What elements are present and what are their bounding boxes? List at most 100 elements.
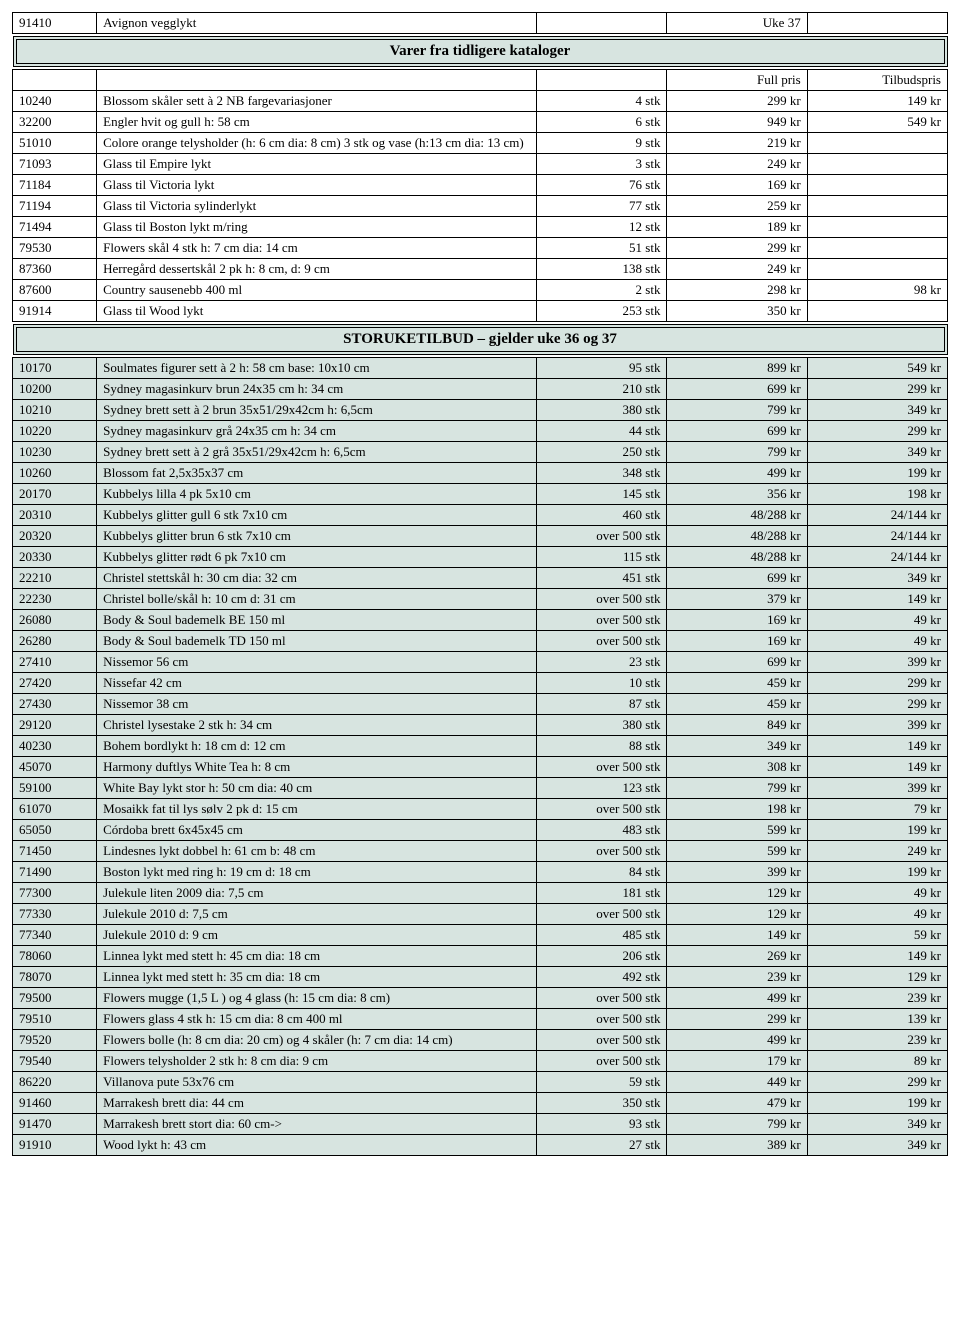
table-row: 78060Linnea lykt med stett h: 45 cm dia:… [13, 946, 948, 967]
cell-price: 459 kr [667, 673, 807, 694]
cell-id: 26280 [13, 631, 97, 652]
cell-price: 299 kr [667, 238, 807, 259]
cell-qty: over 500 stk [536, 757, 667, 778]
table-row: 77300Julekule liten 2009 dia: 7,5 cm181 … [13, 883, 948, 904]
cell-desc: Flowers skål 4 stk h: 7 cm dia: 14 cm [97, 238, 536, 259]
cell-offer [807, 196, 947, 217]
cell-id: 10230 [13, 442, 97, 463]
cell-offer: 349 kr [807, 1135, 947, 1156]
cell-blank [97, 70, 536, 91]
cell-id: 79520 [13, 1030, 97, 1051]
table-row: 26280Body & Soul bademelk TD 150 mlover … [13, 631, 948, 652]
cell-offer: 129 kr [807, 967, 947, 988]
cell-offer [807, 133, 947, 154]
cell-offer [807, 238, 947, 259]
cell-desc: Linnea lykt med stett h: 35 cm dia: 18 c… [97, 967, 536, 988]
label-offer-price: Tilbudspris [807, 70, 947, 91]
cell-price: 389 kr [667, 1135, 807, 1156]
cell-id: 10240 [13, 91, 97, 112]
cell-offer: 49 kr [807, 883, 947, 904]
cell-desc: Glass til Wood lykt [97, 301, 536, 322]
cell-desc: Kubbelys glitter rødt 6 pk 7x10 cm [97, 547, 536, 568]
cell-qty: 12 stk [536, 217, 667, 238]
cell-id: 71184 [13, 175, 97, 196]
cell-price: 149 kr [667, 925, 807, 946]
cell-id: 27420 [13, 673, 97, 694]
cell-qty: 115 stk [536, 547, 667, 568]
cell-price: 129 kr [667, 904, 807, 925]
table-row: 10170Soulmates figurer sett à 2 h: 58 cm… [13, 358, 948, 379]
table-row: 79510Flowers glass 4 stk h: 15 cm dia: 8… [13, 1009, 948, 1030]
cell-desc: Flowers bolle (h: 8 cm dia: 20 cm) og 4 … [97, 1030, 536, 1051]
cell-desc: Christel stettskål h: 30 cm dia: 32 cm [97, 568, 536, 589]
cell-desc: Sydney brett sett à 2 brun 35x51/29x42cm… [97, 400, 536, 421]
cell-id: 22230 [13, 589, 97, 610]
cell-price: 499 kr [667, 463, 807, 484]
cell-id: 20310 [13, 505, 97, 526]
cell-id: 20330 [13, 547, 97, 568]
table-row: 79540Flowers telysholder 2 stk h: 8 cm d… [13, 1051, 948, 1072]
cell-qty: 6 stk [536, 112, 667, 133]
cell-qty: 2 stk [536, 280, 667, 301]
cell-price: 599 kr [667, 820, 807, 841]
cell-price: Uke 37 [667, 13, 807, 34]
cell-qty: 460 stk [536, 505, 667, 526]
cell-qty: over 500 stk [536, 988, 667, 1009]
cell-qty: 348 stk [536, 463, 667, 484]
cell-desc: Julekule 2010 d: 9 cm [97, 925, 536, 946]
cell-desc: Flowers mugge (1,5 L ) og 4 glass (h: 15… [97, 988, 536, 1009]
cell-qty: over 500 stk [536, 1009, 667, 1030]
cell-desc: Body & Soul bademelk BE 150 ml [97, 610, 536, 631]
cell-id: 71093 [13, 154, 97, 175]
cell-id: 27410 [13, 652, 97, 673]
cell-desc: Christel lysestake 2 stk h: 34 cm [97, 715, 536, 736]
cell-price: 499 kr [667, 1030, 807, 1051]
cell-qty: 3 stk [536, 154, 667, 175]
cell-id: 10200 [13, 379, 97, 400]
cell-price: 179 kr [667, 1051, 807, 1072]
cell-desc: Linnea lykt med stett h: 45 cm dia: 18 c… [97, 946, 536, 967]
cell-id: 40230 [13, 736, 97, 757]
cell-offer: 549 kr [807, 358, 947, 379]
cell-offer: 299 kr [807, 421, 947, 442]
cell-qty: 93 stk [536, 1114, 667, 1135]
cell-desc: Kubbelys glitter brun 6 stk 7x10 cm [97, 526, 536, 547]
cell-id: 32200 [13, 112, 97, 133]
cell-offer [807, 217, 947, 238]
cell-price: 189 kr [667, 217, 807, 238]
table-row: 91914Glass til Wood lykt253 stk350 kr [13, 301, 948, 322]
cell-qty: 350 stk [536, 1093, 667, 1114]
table-row: 10200Sydney magasinkurv brun 24x35 cm h:… [13, 379, 948, 400]
cell-offer: 24/144 kr [807, 547, 947, 568]
table-row: 77330Julekule 2010 d: 7,5 cmover 500 stk… [13, 904, 948, 925]
cell-price: 699 kr [667, 652, 807, 673]
cell-desc: Julekule 2010 d: 7,5 cm [97, 904, 536, 925]
cell-qty: 145 stk [536, 484, 667, 505]
cell-offer: 98 kr [807, 280, 947, 301]
cell-desc: Córdoba brett 6x45x45 cm [97, 820, 536, 841]
cell-id: 79510 [13, 1009, 97, 1030]
cell-desc: Nissemor 56 cm [97, 652, 536, 673]
cell-id: 87600 [13, 280, 97, 301]
cell-id: 91914 [13, 301, 97, 322]
cell-desc: Villanova pute 53x76 cm [97, 1072, 536, 1093]
table-row: 71194Glass til Victoria sylinderlykt77 s… [13, 196, 948, 217]
cell-qty: 210 stk [536, 379, 667, 400]
cell-id: 77340 [13, 925, 97, 946]
table-row: 20330Kubbelys glitter rødt 6 pk 7x10 cm1… [13, 547, 948, 568]
cell-qty: 492 stk [536, 967, 667, 988]
cell-offer: 59 kr [807, 925, 947, 946]
cell-price: 349 kr [667, 736, 807, 757]
cell-qty: 206 stk [536, 946, 667, 967]
cell-price: 699 kr [667, 379, 807, 400]
cell-qty: 380 stk [536, 400, 667, 421]
cell-offer: 299 kr [807, 1072, 947, 1093]
cell-qty [536, 13, 667, 34]
cell-desc: Avignon vegglykt [97, 13, 536, 34]
cell-id: 65050 [13, 820, 97, 841]
cell-id: 10220 [13, 421, 97, 442]
cell-offer: 49 kr [807, 904, 947, 925]
cell-qty: 77 stk [536, 196, 667, 217]
table-row: 59100White Bay lykt stor h: 50 cm dia: 4… [13, 778, 948, 799]
cell-offer: 149 kr [807, 736, 947, 757]
